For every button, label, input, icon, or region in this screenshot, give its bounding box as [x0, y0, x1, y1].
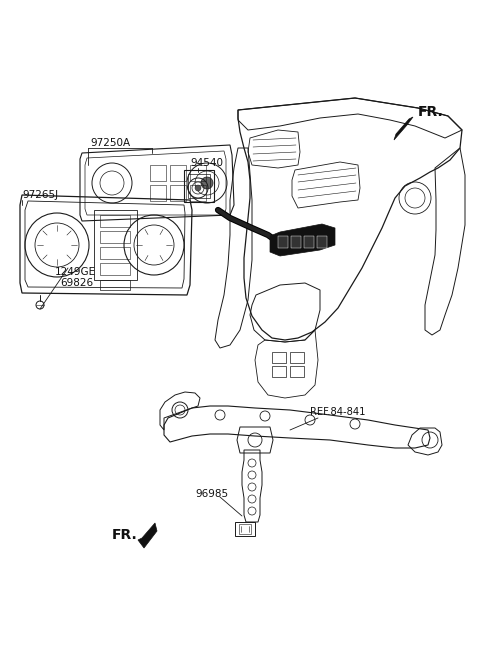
Bar — [235, 522, 255, 536]
Bar — [100, 215, 130, 227]
Bar — [188, 174, 210, 198]
Text: 96985: 96985 — [195, 489, 228, 499]
Text: 69826: 69826 — [60, 278, 93, 288]
Bar — [239, 524, 251, 534]
Bar — [290, 352, 304, 363]
Text: 97250A: 97250A — [90, 138, 130, 148]
Bar — [100, 247, 130, 259]
Bar — [190, 185, 206, 201]
Bar — [317, 236, 327, 248]
Bar — [100, 280, 130, 290]
Circle shape — [195, 185, 201, 191]
Bar — [170, 185, 186, 201]
Circle shape — [201, 177, 213, 189]
Text: REF.84-841: REF.84-841 — [310, 407, 365, 417]
Polygon shape — [394, 117, 413, 140]
Bar — [184, 170, 214, 202]
Bar — [290, 366, 304, 377]
Text: 97265J: 97265J — [22, 190, 58, 200]
Bar — [278, 236, 288, 248]
Polygon shape — [138, 523, 157, 548]
Text: 1249GE: 1249GE — [55, 267, 96, 277]
Text: FR.: FR. — [112, 528, 138, 542]
Bar — [150, 185, 166, 201]
Bar — [100, 263, 130, 275]
Bar — [100, 231, 130, 243]
Bar — [272, 366, 286, 377]
Bar — [190, 165, 206, 181]
Text: FR.: FR. — [418, 105, 444, 119]
Polygon shape — [270, 224, 335, 256]
Bar — [291, 236, 301, 248]
Bar — [304, 236, 314, 248]
Bar — [150, 165, 166, 181]
Bar — [170, 165, 186, 181]
Bar — [272, 352, 286, 363]
Text: 94540: 94540 — [190, 158, 223, 168]
